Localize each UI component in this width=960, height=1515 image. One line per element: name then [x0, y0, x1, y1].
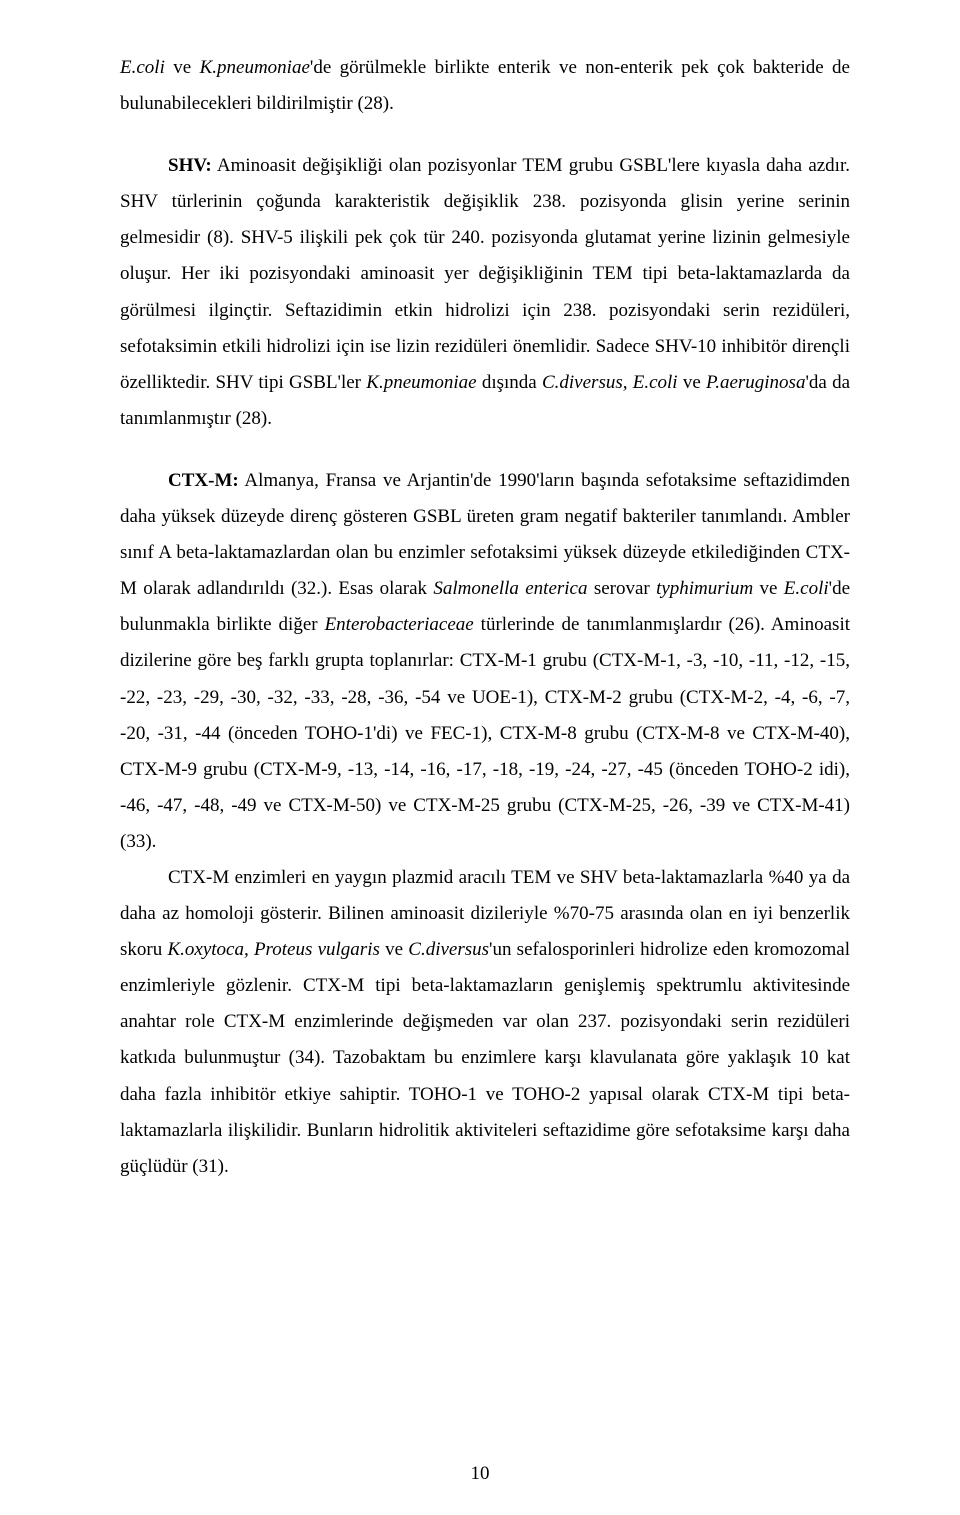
- text-italic: E.coli: [784, 578, 829, 599]
- heading-inline: CTX-M:: [168, 470, 239, 491]
- text: ve: [678, 372, 706, 393]
- text-italic: K.oxytoca, Proteus vulgaris: [167, 939, 379, 960]
- text: dışında: [477, 372, 542, 393]
- text: 'un sefalosporinleri hidrolize eden krom…: [120, 939, 850, 1177]
- text: serovar: [587, 578, 656, 599]
- text-italic: C.diversus: [408, 939, 489, 960]
- paragraph-3: CTX-M: Almanya, Fransa ve Arjantin'de 19…: [120, 463, 850, 860]
- text-italic: Enterobacteriaceae: [325, 614, 474, 635]
- text-italic: typhimurium: [656, 578, 753, 599]
- text-italic: P.aeruginosa: [706, 372, 805, 393]
- paragraph-2: SHV: Aminoasit değişikliği olan pozisyon…: [120, 148, 850, 437]
- text: türlerinde de tanımlanmışlardır (26). Am…: [120, 614, 850, 852]
- document-page: E.coli ve K.pneumoniae'de görülmekle bir…: [0, 0, 960, 1515]
- heading-inline: SHV:: [168, 155, 212, 176]
- text-italic: E.coli: [120, 57, 165, 78]
- paragraph-1: E.coli ve K.pneumoniae'de görülmekle bir…: [120, 50, 850, 122]
- page-number: 10: [0, 1463, 960, 1485]
- text-italic: K.pneumoniae: [366, 372, 476, 393]
- paragraph-4: CTX-M enzimleri en yaygın plazmid aracıl…: [120, 860, 850, 1185]
- text: ve: [753, 578, 784, 599]
- text: ve: [165, 57, 200, 78]
- text-italic: C.diversus, E.coli: [542, 372, 678, 393]
- text-italic: Salmonella enterica: [433, 578, 587, 599]
- text-italic: K.pneumoniae: [200, 57, 310, 78]
- text: Aminoasit değişikliği olan pozisyonlar T…: [120, 155, 850, 393]
- text: ve: [380, 939, 408, 960]
